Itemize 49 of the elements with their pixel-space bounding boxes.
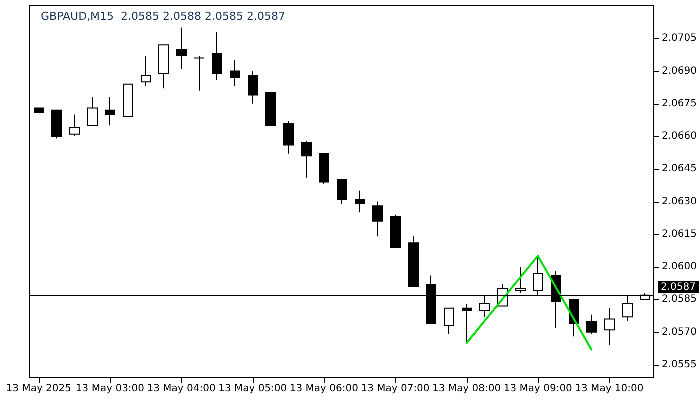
y-tick-label: 2.0645 bbox=[662, 164, 698, 175]
y-tick-label: 2.0630 bbox=[662, 196, 698, 208]
candlestick bbox=[515, 266, 526, 294]
candlestick bbox=[105, 96, 115, 126]
candlestick bbox=[604, 308, 615, 346]
candlestick bbox=[51, 110, 62, 140]
candlestick bbox=[355, 190, 365, 214]
candlestick bbox=[301, 140, 312, 178]
x-tick-label: 13 May 05:00 bbox=[218, 384, 288, 394]
y-tick-label: 2.0555 bbox=[662, 359, 698, 370]
candlestick bbox=[337, 180, 347, 204]
candlestick bbox=[462, 304, 472, 344]
candlestick bbox=[194, 56, 205, 92]
candlestick bbox=[319, 153, 329, 185]
candlestick bbox=[212, 32, 222, 80]
x-tick-label: 13 May 2025 bbox=[6, 384, 72, 394]
candlestick bbox=[372, 201, 383, 238]
candlestick bbox=[230, 60, 240, 87]
candlestick bbox=[408, 236, 419, 288]
ref-line-label: 2.0587 bbox=[661, 282, 696, 293]
candlestick bbox=[87, 96, 98, 126]
x-tick-label: 13 May 09:00 bbox=[504, 384, 572, 394]
candlestick bbox=[69, 114, 80, 138]
candlestick bbox=[141, 56, 151, 87]
candlestick bbox=[283, 120, 294, 154]
candlestick bbox=[176, 27, 187, 70]
candlestick bbox=[248, 70, 258, 104]
x-tick-label: 13 May 10:00 bbox=[575, 384, 644, 394]
x-tick-label: 13 May 03:00 bbox=[76, 384, 145, 394]
y-tick-label: 2.0705 bbox=[662, 33, 698, 44]
candlestick bbox=[586, 314, 597, 335]
y-tick-label: 2.0570 bbox=[662, 326, 698, 338]
y-tick-label: 2.0600 bbox=[662, 262, 698, 273]
candlestick bbox=[34, 108, 44, 114]
y-tick-label: 2.0675 bbox=[662, 98, 698, 110]
candlestick bbox=[444, 308, 454, 335]
candlestick bbox=[158, 44, 169, 90]
y-tick-label: 2.0660 bbox=[662, 131, 698, 142]
x-tick-label: 13 May 08:00 bbox=[432, 384, 502, 394]
y-tick-label: 2.0585 bbox=[662, 294, 698, 306]
x-tick-label: 13 May 06:00 bbox=[290, 384, 358, 394]
candlestick bbox=[265, 92, 276, 126]
candlestick bbox=[390, 214, 401, 248]
x-tick-label: 13 May 04:00 bbox=[147, 384, 216, 394]
chart-title: GBPAUD,M15 2.0585 2.0588 2.0585 2.0587 bbox=[41, 10, 286, 23]
candlestick bbox=[123, 84, 133, 118]
y-tick-label: 2.0690 bbox=[662, 66, 698, 77]
y-tick-label: 2.0615 bbox=[662, 228, 698, 240]
x-tick-label: 13 May 07:00 bbox=[361, 384, 430, 394]
